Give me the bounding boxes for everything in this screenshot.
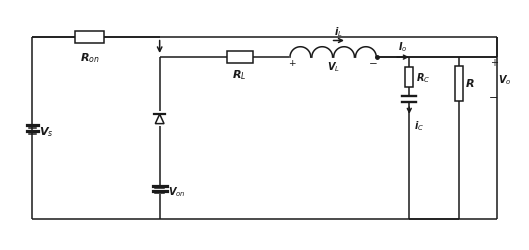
Text: V$_o$: V$_o$ [498, 74, 512, 87]
Bar [405, 68, 413, 88]
Bar [75, 32, 104, 44]
Bar [455, 66, 463, 102]
Bar [226, 52, 252, 64]
Text: V$_L$: V$_L$ [326, 60, 340, 74]
Text: V$_{on}$: V$_{on}$ [168, 184, 185, 198]
Text: R$_C$: R$_C$ [416, 71, 430, 85]
Text: i$_C$: i$_C$ [414, 118, 424, 132]
Text: R$_{on}$: R$_{on}$ [80, 51, 99, 65]
Text: −: − [489, 93, 498, 103]
Text: R$_L$: R$_L$ [232, 68, 247, 82]
Text: i$_L$: i$_L$ [334, 26, 343, 39]
Text: V$_s$: V$_s$ [39, 125, 54, 138]
Polygon shape [156, 115, 164, 124]
Text: +: + [490, 58, 498, 68]
Text: +: + [288, 59, 296, 68]
Text: I$_o$: I$_o$ [398, 40, 408, 54]
Text: −: − [369, 59, 378, 69]
Text: R: R [466, 79, 475, 89]
